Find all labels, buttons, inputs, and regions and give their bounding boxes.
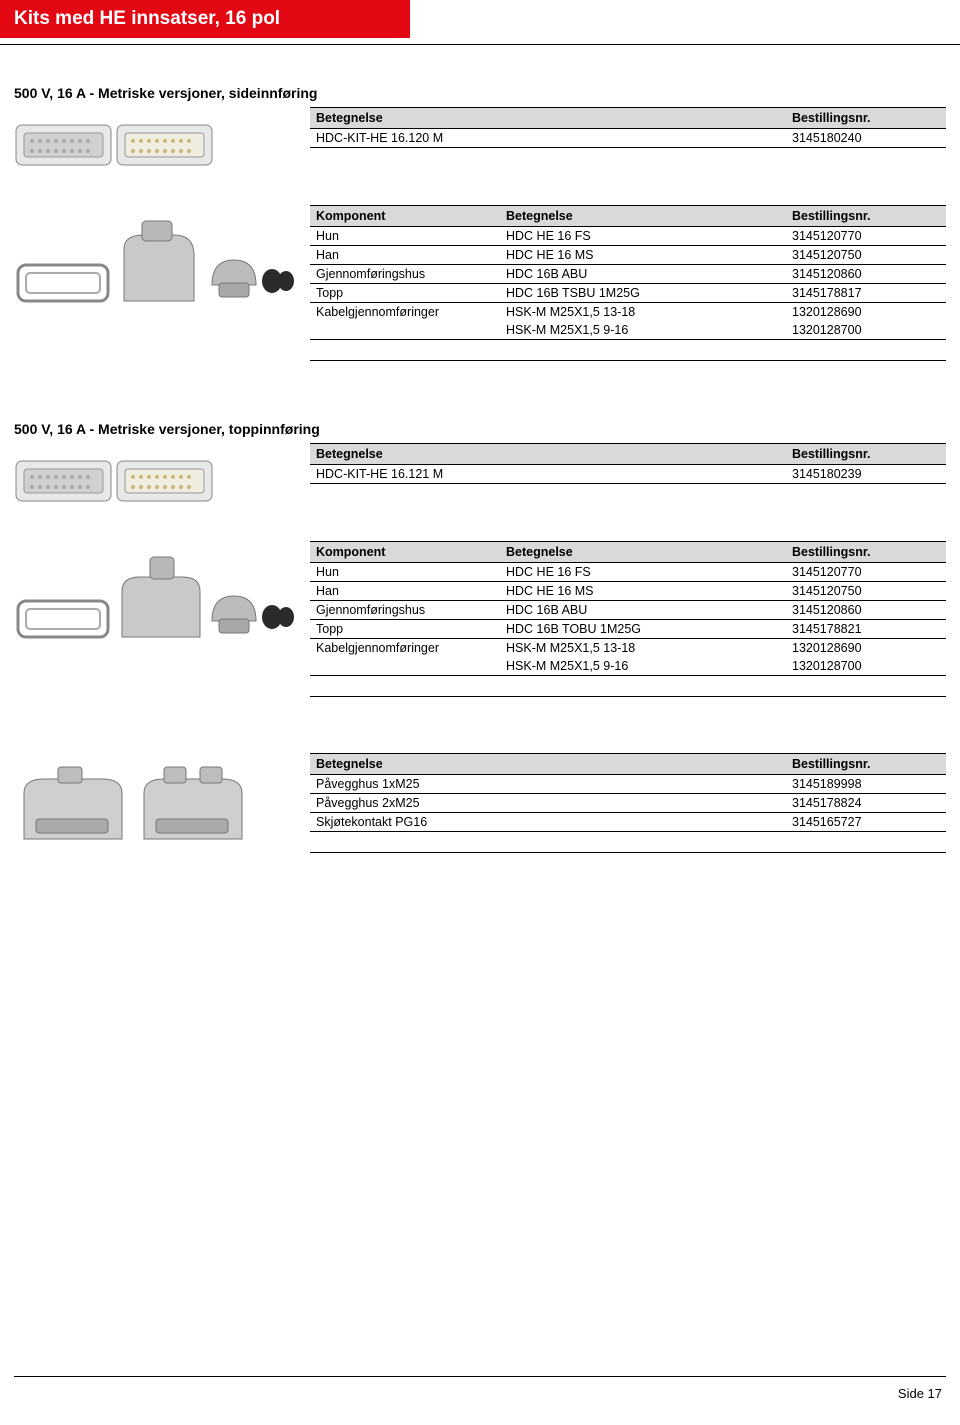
table-row: ToppHDC 16B TOBU 1M25G3145178821 <box>310 620 946 639</box>
table-row: HSK-M M25X1,5 9-161320128700 <box>310 657 946 676</box>
col-bestillingsnr: Bestillingsnr. <box>786 444 946 465</box>
table-row: HSK-M M25X1,5 9-161320128700 <box>310 321 946 340</box>
wall-housings-icon <box>14 763 254 853</box>
housing-parts-icon <box>14 215 294 315</box>
col-bestillingsnr: Bestillingsnr. <box>786 108 946 129</box>
table-row: HanHDC HE 16 MS3145120750 <box>310 582 946 601</box>
table-row: HanHDC HE 16 MS3145120750 <box>310 246 946 265</box>
col-betegnelse: Betegnelse <box>310 108 786 129</box>
section2-comp-table: Komponent Betegnelse Bestillingsnr. HunH… <box>310 541 946 676</box>
section-divider <box>310 360 946 361</box>
section1-kit-table: Betegnelse Bestillingsnr. HDC-KIT-HE 16.… <box>310 107 946 148</box>
section-divider <box>310 696 946 697</box>
page-title: Kits med HE innsatser, 16 pol <box>14 8 280 29</box>
section1-image-slot <box>0 107 310 187</box>
cell-bestillingsnr: 3145180240 <box>786 129 946 148</box>
table-row: Skjøtekontakt PG163145165727 <box>310 813 946 832</box>
section2-label: 500 V, 16 A - Metriske versjoner, toppin… <box>0 421 960 437</box>
section2-components-image <box>0 541 310 661</box>
col-betegnelse: Betegnelse <box>310 754 786 775</box>
col-betegnelse: Betegnelse <box>500 206 786 227</box>
section1-label: 500 V, 16 A - Metriske versjoner, sidein… <box>0 85 960 101</box>
col-bestillingsnr: Bestillingsnr. <box>786 754 946 775</box>
col-bestillingsnr: Bestillingsnr. <box>786 206 946 227</box>
table-row: GjennomføringshusHDC 16B ABU3145120860 <box>310 265 946 284</box>
col-komponent: Komponent <box>310 542 500 563</box>
col-betegnelse: Betegnelse <box>310 444 786 465</box>
table-row: KabelgjennomføringerHSK-M M25X1,5 13-181… <box>310 303 946 322</box>
page-title-header: Kits med HE innsatser, 16 pol <box>0 0 410 38</box>
col-betegnelse: Betegnelse <box>500 542 786 563</box>
connector-inserts-icon <box>14 453 214 513</box>
cell-betegnelse: HDC-KIT-HE 16.120 M <box>310 129 786 148</box>
section-divider <box>310 852 946 853</box>
housing-parts-top-icon <box>14 551 294 651</box>
table-row: KabelgjennomføringerHSK-M M25X1,5 13-181… <box>310 639 946 658</box>
footer-rule <box>14 1376 946 1377</box>
table-row: Påvegghus 2xM253145178824 <box>310 794 946 813</box>
section3-image-slot <box>0 753 310 863</box>
section3-extra-table: Betegnelse Bestillingsnr. Påvegghus 1xM2… <box>310 753 946 832</box>
col-komponent: Komponent <box>310 206 500 227</box>
section2-kit-table: Betegnelse Bestillingsnr. HDC-KIT-HE 16.… <box>310 443 946 484</box>
section1-components-image <box>0 205 310 325</box>
header-underline <box>0 44 960 45</box>
table-row: ToppHDC 16B TSBU 1M25G3145178817 <box>310 284 946 303</box>
table-row: HDC-KIT-HE 16.120 M 3145180240 <box>310 129 946 148</box>
table-row: GjennomføringshusHDC 16B ABU3145120860 <box>310 601 946 620</box>
section2-image-slot <box>0 443 310 523</box>
col-bestillingsnr: Bestillingsnr. <box>786 542 946 563</box>
connector-inserts-icon <box>14 117 214 177</box>
table-row: HDC-KIT-HE 16.121 M 3145180239 <box>310 465 946 484</box>
table-row: HunHDC HE 16 FS3145120770 <box>310 563 946 582</box>
table-row: Påvegghus 1xM253145189998 <box>310 775 946 794</box>
table-row: HunHDC HE 16 FS3145120770 <box>310 227 946 246</box>
page-number: Side 17 <box>898 1386 942 1401</box>
section1-comp-table: Komponent Betegnelse Bestillingsnr. HunH… <box>310 205 946 340</box>
